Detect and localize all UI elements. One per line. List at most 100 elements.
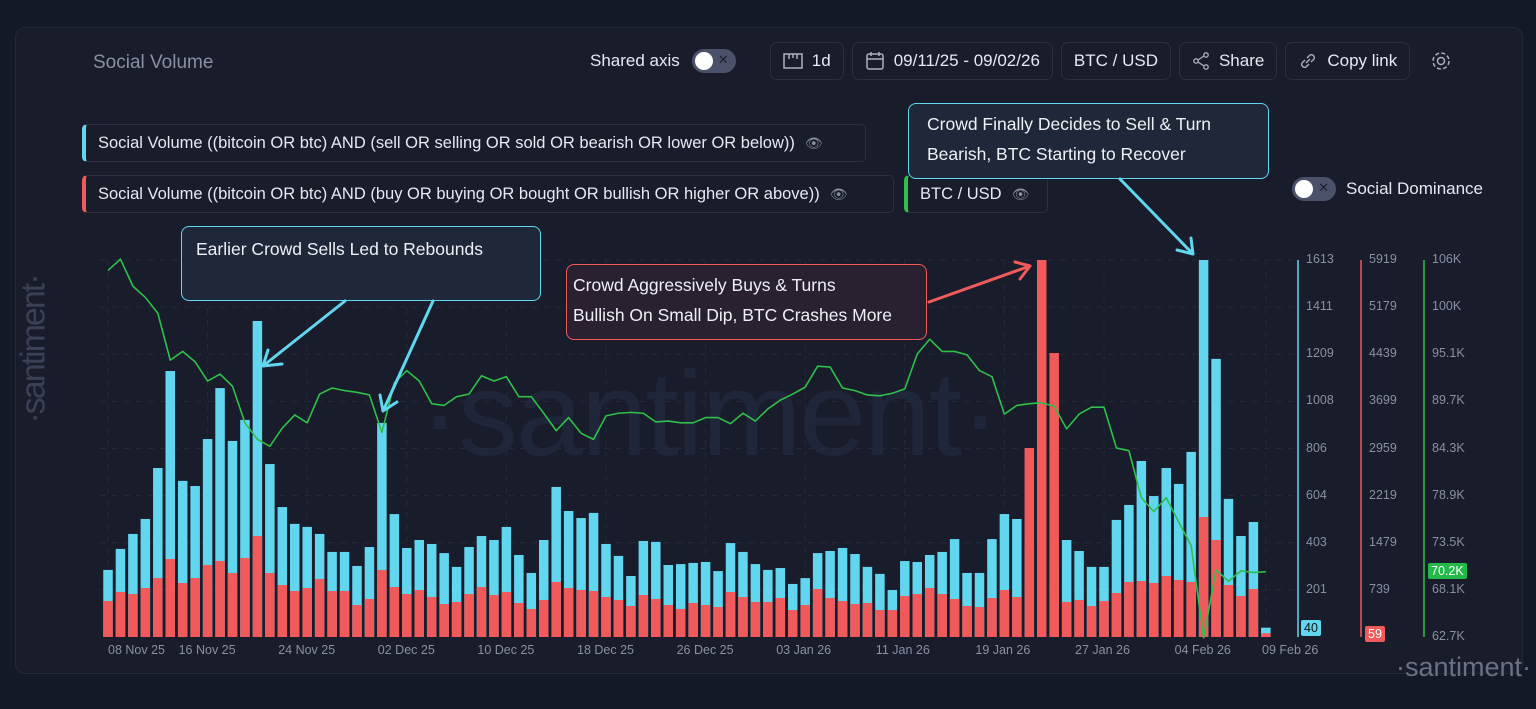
sell-volume-bar: [426, 543, 437, 637]
sell-volume-bar: [215, 388, 225, 637]
buy-volume-bar: [775, 598, 786, 637]
red-axis-tick: 5919: [1369, 252, 1397, 266]
sell-volume-bar: [165, 371, 175, 637]
buy-volume-bar: [1236, 595, 1246, 637]
buy-volume-bar: [1136, 581, 1147, 637]
legend-btc-usd[interactable]: BTC / USD 👁: [904, 175, 1048, 213]
buy-volume-bar: [825, 598, 835, 637]
copy-link-label: Copy link: [1327, 51, 1398, 70]
date-range-button[interactable]: 09/11/25 - 09/02/26: [851, 42, 1053, 80]
shared-axis-toggle[interactable]: ✕: [691, 49, 736, 73]
x-tick-label: 08 Nov 25: [108, 643, 165, 657]
buy-volume-bar: [987, 598, 997, 637]
sell-volume-bar: [1261, 627, 1271, 637]
buy-volume-bar: [788, 609, 798, 637]
buy-volume-bar: [887, 609, 898, 637]
buy-volume-bar: [651, 598, 661, 637]
sell-volume-bar: [451, 566, 462, 637]
sell-volume-bar: [688, 562, 698, 637]
interval-button[interactable]: 1d: [769, 42, 844, 80]
buy-volume-bar: [1012, 597, 1022, 637]
sell-volume-bar: [190, 486, 200, 637]
buy-volume-bar: [377, 569, 387, 637]
gear-icon[interactable]: [1430, 50, 1452, 72]
interval-label: 1d: [811, 51, 831, 70]
watermark-corner: ·santiment·: [1396, 652, 1532, 682]
green-axis-tick: 68.1K: [1432, 581, 1465, 596]
green-axis-tick: 106K: [1432, 252, 1462, 266]
sell-volume-bar: [837, 547, 848, 637]
buy-volume-bar: [265, 572, 275, 637]
buy-volume-bar: [252, 535, 263, 637]
buy-volume-bar: [327, 591, 337, 637]
chart-title: Social Volume: [93, 52, 214, 73]
buy-volume-bar: [1186, 581, 1196, 637]
sell-volume-bar: [476, 536, 487, 637]
social-dominance-toggle[interactable]: ✕: [1292, 177, 1336, 201]
buy-volume-bar: [128, 594, 138, 637]
buy-volume-bar: [725, 591, 736, 637]
legend-sell-volume[interactable]: Social Volume ((bitcoin OR btc) AND (sel…: [82, 124, 866, 162]
watermark-center: ·santiment·: [420, 347, 1000, 481]
buy-volume-bar: [539, 599, 549, 637]
buy-volume-bar: [576, 589, 586, 637]
sell-volume-bar: [364, 547, 375, 637]
sell-volume-bar: [738, 551, 748, 637]
green-axis-tick: 89.7K: [1432, 393, 1465, 408]
red-axis-tick: 739: [1369, 581, 1390, 596]
pair-label: BTC / USD: [1073, 51, 1158, 70]
sell-volume-bar: [576, 518, 586, 637]
sell-volume-bar: [1173, 483, 1184, 637]
buy-volume-bar: [663, 605, 673, 637]
buy-volume-bar: [837, 601, 848, 637]
buy-volume-bar: [439, 604, 449, 637]
close-icon: ✕: [717, 52, 729, 67]
sell-volume-bar: [402, 547, 412, 637]
sell-volume-bar: [501, 526, 512, 637]
buy-volume-bar: [999, 589, 1010, 637]
x-tick-label: 27 Jan 26: [1075, 643, 1130, 657]
buy-volume-bar: [352, 605, 362, 637]
buy-volume-bar: [526, 608, 537, 637]
buy-volume-bar: [563, 588, 574, 637]
share-button[interactable]: Share: [1178, 42, 1278, 80]
buy-volume-bar: [1211, 539, 1221, 637]
x-tick-label: 16 Nov 25: [178, 643, 236, 657]
red-axis-tick: 4439: [1369, 346, 1397, 361]
legend-buy-volume[interactable]: Social Volume ((bitcoin OR btc) AND (buy…: [82, 175, 894, 213]
buy-volume-bar: [588, 591, 599, 637]
close-icon: ✕: [1318, 180, 1329, 195]
x-tick-label: 18 Dec 25: [577, 643, 634, 657]
buy-volume-bar: [738, 597, 748, 637]
sell-volume-bar: [850, 554, 860, 637]
sell-volume-bar: [551, 486, 561, 637]
copy-link-button[interactable]: Copy link: [1285, 42, 1411, 80]
sell-volume-bar: [1086, 566, 1097, 637]
pair-button[interactable]: BTC / USD: [1060, 42, 1171, 80]
buy-volume-bar: [750, 601, 761, 637]
cyan-axis-tick: 403: [1306, 534, 1327, 549]
sell-volume-bar: [252, 321, 263, 637]
annotation-finally-sells: Crowd Finally Decides to Sell & Turn Bea…: [908, 103, 1269, 179]
cyan-axis-tick: 806: [1306, 440, 1327, 455]
sell-volume-bar: [514, 554, 524, 637]
eye-icon[interactable]: 👁: [1011, 185, 1030, 202]
buy-volume-bar: [937, 594, 947, 637]
eye-icon[interactable]: 👁: [829, 185, 848, 202]
share-label: Share: [1218, 51, 1265, 70]
x-tick-label: 26 Dec 25: [676, 643, 734, 657]
sell-volume-bar: [202, 439, 213, 637]
buy-volume-bar: [800, 605, 810, 637]
sell-volume-bar: [1012, 518, 1022, 637]
buy-volume-bar: [713, 607, 723, 637]
sell-volume-bar: [352, 565, 362, 637]
sell-volume-bar: [1136, 461, 1147, 637]
eye-icon[interactable]: 👁: [804, 134, 823, 151]
cyan-axis-tick: 1209: [1306, 346, 1334, 361]
buy-volume-bar: [177, 582, 188, 637]
sell-volume-bar: [1074, 550, 1084, 637]
green-axis-tick: 95.1K: [1432, 346, 1465, 361]
green-axis-tick: 62.7K: [1432, 629, 1465, 643]
buy-volume-bar: [1173, 579, 1184, 637]
